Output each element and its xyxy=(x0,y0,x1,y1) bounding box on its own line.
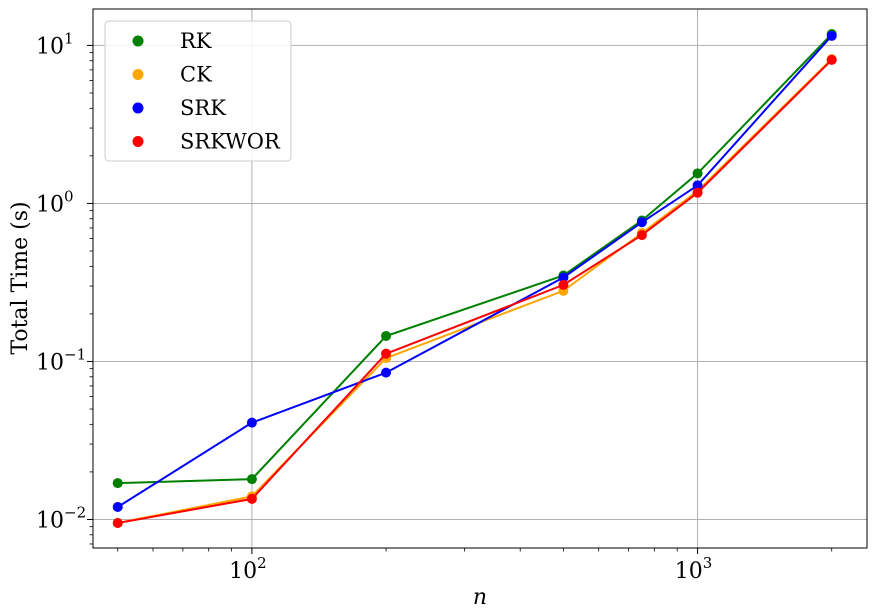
data-point-rk xyxy=(246,474,257,485)
x-tick-label: 102 xyxy=(229,554,267,584)
data-point-rk xyxy=(692,168,703,179)
series-layer xyxy=(112,29,837,529)
legend-marker-ck xyxy=(132,69,144,80)
x-axis-ticks: 102 103 xyxy=(117,548,833,584)
y-tick-label: 100 xyxy=(36,187,74,217)
x-tick-label: 103 xyxy=(675,554,713,584)
data-point-srk xyxy=(112,501,123,512)
legend-marker-srk xyxy=(132,102,144,114)
data-point-srk xyxy=(692,180,703,191)
legend-label-srkwor: SRKWOR xyxy=(180,130,281,154)
legend-label-rk: RK xyxy=(180,29,212,53)
y-axis-label: Total Time (s) xyxy=(8,201,33,354)
data-point-srkwor xyxy=(246,493,257,504)
data-point-rk xyxy=(381,330,392,341)
data-point-srkwor xyxy=(558,279,569,290)
y-axis-ticks: 10−2 10−1 100 101 xyxy=(36,29,93,545)
legend-label-ck: CK xyxy=(180,63,212,87)
data-point-rk xyxy=(112,478,123,489)
y-tick-label: 10−1 xyxy=(36,345,86,375)
data-point-srkwor xyxy=(112,518,123,529)
data-point-srk xyxy=(246,417,257,428)
data-point-srkwor xyxy=(826,54,837,65)
legend-marker-srkwor xyxy=(132,136,144,147)
legend-frame xyxy=(104,20,292,162)
legend-marker-rk xyxy=(132,35,144,47)
y-tick-label: 101 xyxy=(36,29,74,59)
data-point-srk xyxy=(381,367,392,378)
plot-frame xyxy=(92,8,868,549)
data-point-srkwor xyxy=(381,348,392,359)
x-axis-label: n xyxy=(473,585,487,610)
data-point-srk xyxy=(558,272,569,283)
legend: RK CK SRK SRKWOR xyxy=(104,20,292,162)
data-point-srk xyxy=(636,217,647,228)
y-tick-label: 10−2 xyxy=(36,503,86,533)
data-point-srkwor xyxy=(692,187,703,198)
legend-label-srk: SRK xyxy=(180,96,226,120)
data-point-srk xyxy=(826,30,837,41)
data-point-srkwor xyxy=(636,230,647,241)
